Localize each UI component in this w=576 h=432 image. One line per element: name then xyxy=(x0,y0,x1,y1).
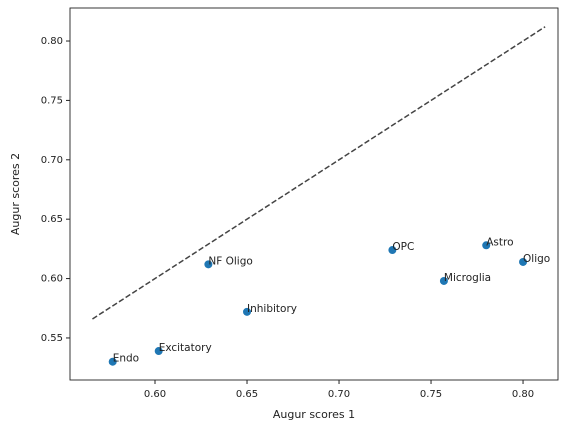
point-label: OPC xyxy=(392,241,414,253)
point xyxy=(482,241,491,250)
point xyxy=(108,357,117,366)
y-tick-label: 0.60 xyxy=(41,274,63,285)
x-axis-label: Augur scores 1 xyxy=(273,408,355,421)
x-tick-label: 0.75 xyxy=(420,389,442,400)
point xyxy=(519,257,528,266)
plot-frame xyxy=(69,7,559,381)
point-label: NF Oligo xyxy=(208,255,252,267)
x-tick-label: 0.60 xyxy=(144,389,166,400)
point-label: Oligo xyxy=(523,253,550,265)
x-tick-label: 0.65 xyxy=(236,389,258,400)
y-axis-label: Augur scores 2 xyxy=(9,153,22,235)
y-tick-label: 0.70 xyxy=(41,155,63,166)
y-tick-label: 0.80 xyxy=(41,36,63,47)
point xyxy=(243,307,252,316)
reference-line xyxy=(92,26,546,320)
point xyxy=(204,260,213,269)
point xyxy=(154,347,163,356)
y-tick-label: 0.75 xyxy=(41,95,63,106)
point-label: Excitatory xyxy=(159,342,212,354)
point xyxy=(439,276,448,285)
y-tick-label: 0.65 xyxy=(41,214,63,225)
point xyxy=(388,246,397,255)
point-label: Astro xyxy=(486,236,513,248)
point-label: Inhibitory xyxy=(247,303,297,315)
point-label: Endo xyxy=(113,353,139,365)
y-tick-label: 0.55 xyxy=(41,333,63,344)
x-tick-label: 0.70 xyxy=(328,389,350,400)
x-tick-label: 0.80 xyxy=(512,389,534,400)
point-label: Microglia xyxy=(444,272,491,284)
